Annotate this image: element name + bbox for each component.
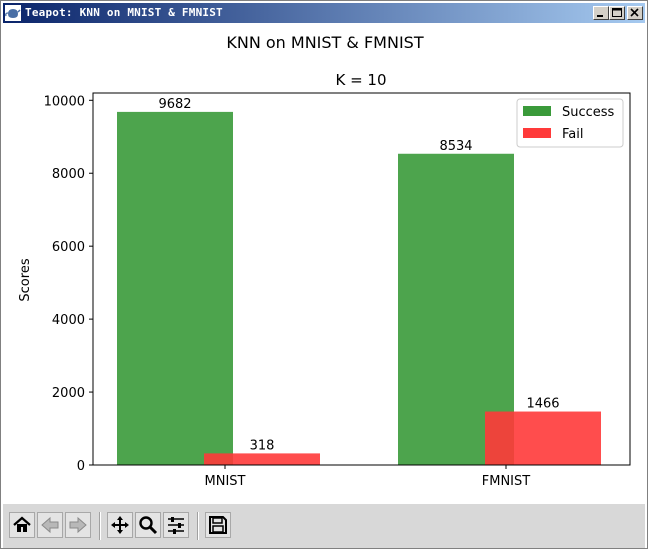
legend-label-fail: Fail <box>562 127 583 142</box>
navigation-toolbar <box>3 504 645 548</box>
pan-icon <box>111 516 129 534</box>
minimize-icon <box>597 15 603 17</box>
figure-canvas[interactable]: KNN on MNIST & FMNIST K = 10 9682 8534 318… <box>3 24 645 504</box>
maximize-icon <box>612 8 622 17</box>
y-tick-label: 0 <box>77 459 85 474</box>
bar-fail-fmnist <box>485 411 601 465</box>
zoom-button[interactable] <box>135 512 161 538</box>
x-tick-label-fmnist: FMNIST <box>482 474 531 489</box>
maximize-button[interactable] <box>609 6 625 20</box>
configure-subplots-button[interactable] <box>163 512 189 538</box>
save-icon <box>209 516 227 534</box>
y-tick-label: 2000 <box>52 386 85 401</box>
minimize-button[interactable] <box>593 6 609 20</box>
home-button[interactable] <box>9 512 35 538</box>
title-bar[interactable]: Teapot: KNN on MNIST & FMNIST <box>3 3 645 23</box>
data-label-success-fmnist: 8534 <box>439 139 472 154</box>
bar-success-mnist <box>117 111 233 466</box>
close-button[interactable] <box>627 6 643 20</box>
toolbar-separator <box>197 512 199 540</box>
data-label-fail-mnist: 318 <box>250 438 275 453</box>
teapot-app-icon <box>5 5 21 21</box>
figure-suptitle: KNN on MNIST & FMNIST <box>226 33 423 52</box>
save-button[interactable] <box>205 512 231 538</box>
legend-label-success: Success <box>562 105 615 120</box>
forward-arrow-icon <box>69 516 87 534</box>
back-button[interactable] <box>37 512 63 538</box>
forward-button[interactable] <box>65 512 91 538</box>
bar-chart: KNN on MNIST & FMNIST K = 10 9682 8534 318… <box>18 33 631 489</box>
legend: Success Fail <box>516 98 624 148</box>
zoom-icon <box>139 516 158 535</box>
configure-subplots-icon <box>168 517 184 534</box>
legend-swatch-fail <box>523 128 551 138</box>
data-label-fail-fmnist: 1466 <box>526 397 559 412</box>
x-tick-label-mnist: MNIST <box>205 474 246 489</box>
chart-title: K = 10 <box>335 71 386 89</box>
bar-fail-mnist <box>204 453 320 465</box>
toolbar-separator <box>99 512 101 540</box>
y-tick-label: 8000 <box>52 167 85 182</box>
home-icon <box>13 516 31 532</box>
window-title: Teapot: KNN on MNIST & FMNIST <box>25 6 223 19</box>
back-arrow-icon <box>41 516 59 534</box>
legend-swatch-success <box>523 106 551 116</box>
y-tick-label: 6000 <box>52 240 85 255</box>
y-tick-label: 4000 <box>52 313 85 328</box>
close-icon <box>630 8 639 17</box>
data-label-success-mnist: 9682 <box>158 97 191 112</box>
pan-button[interactable] <box>107 512 133 538</box>
y-axis-label: Scores <box>18 258 33 301</box>
y-tick-label: 10000 <box>44 94 85 109</box>
plot-frame <box>92 92 631 466</box>
